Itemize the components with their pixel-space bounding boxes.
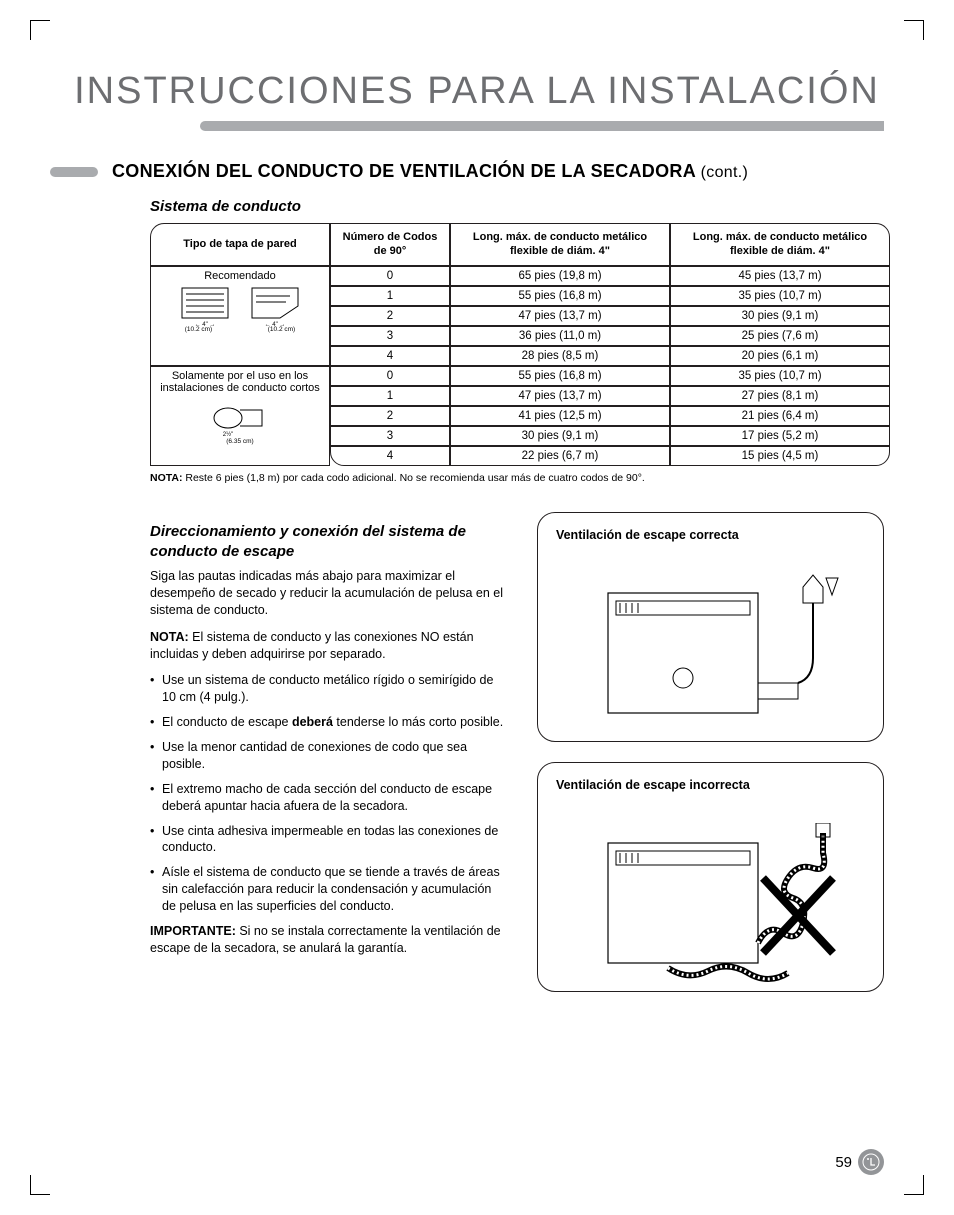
page-number: 59: [835, 1154, 852, 1171]
table-cell: 0: [330, 366, 450, 386]
table-cell: 55 pies (16,8 m): [450, 286, 670, 306]
table-cell: 35 pies (10,7 m): [670, 286, 890, 306]
title-bar: [200, 121, 884, 131]
table-cell: 36 pies (11,0 m): [450, 326, 670, 346]
vent-incorrect-box: Ventilación de escape incorrecta: [537, 762, 884, 992]
table-cell: 3: [330, 326, 450, 346]
table-cell: 15 pies (4,5 m): [670, 446, 890, 466]
routing-subheading: Direccionamiento y conexión del sistema …: [150, 522, 507, 563]
hood-short-cm: (6.35 cm): [157, 438, 323, 445]
hood-icon-louvered: ← 4" →: [180, 286, 230, 328]
table-cell: 0: [330, 266, 450, 286]
bullet-item: Use la menor cantidad de conexiones de c…: [150, 739, 507, 773]
table-cell: 2: [330, 306, 450, 326]
routing-column: Direccionamiento y conexión del sistema …: [150, 512, 507, 992]
routing-note: NOTA: El sistema de conducto y las conex…: [150, 629, 507, 663]
hood-icon-angled: ← 4" →: [250, 286, 300, 328]
hood-recommended: Recomendado ← 4" → ← 4" →: [150, 266, 330, 366]
section-heading-text: CONEXIÓN DEL CONDUCTO DE VENTILACIÓN DE …: [112, 161, 695, 181]
lg-logo-icon: [858, 1149, 884, 1175]
th-elbows: Número de Codos de 90°: [330, 223, 450, 266]
table-cell: 22 pies (6,7 m): [450, 446, 670, 466]
bullet-item: Aísle el sistema de conducto que se tien…: [150, 864, 507, 915]
table-cell: 20 pies (6,1 m): [670, 346, 890, 366]
svg-text:2½": 2½": [223, 431, 233, 438]
section-heading: CONEXIÓN DEL CONDUCTO DE VENTILACIÓN DE …: [112, 161, 748, 182]
table-cell: 25 pies (7,6 m): [670, 326, 890, 346]
table-cell: 65 pies (19,8 m): [450, 266, 670, 286]
duct-table: Tipo de tapa de pared Número de Codos de…: [150, 223, 890, 466]
bullet-item: El extremo macho de cada sección del con…: [150, 781, 507, 815]
table-cell: 28 pies (8,5 m): [450, 346, 670, 366]
main-title: INSTRUCCIONES PARA LA INSTALACIÓN: [70, 70, 884, 113]
section-heading-row: CONEXIÓN DEL CONDUCTO DE VENTILACIÓN DE …: [70, 161, 884, 182]
table-cell: 47 pies (13,7 m): [450, 306, 670, 326]
routing-bullets: Use un sistema de conducto metálico rígi…: [150, 672, 507, 915]
vent-correct-title: Ventilación de escape correcta: [556, 527, 865, 543]
bullet-item: Use un sistema de conducto metálico rígi…: [150, 672, 507, 706]
duct-subheading: Sistema de conducto: [150, 198, 884, 215]
dryer-incorrect-icon: [598, 823, 858, 993]
table-cell: 21 pies (6,4 m): [670, 406, 890, 426]
table-cell: 17 pies (5,2 m): [670, 426, 890, 446]
hood-short-label: Solamente por el uso en los instalacione…: [157, 370, 323, 394]
table-cell: 4: [330, 446, 450, 466]
page-number-wrap: 59: [835, 1149, 884, 1175]
routing-note-bold: NOTA:: [150, 630, 189, 644]
hood-dim-cm2: (10.2 cm): [268, 326, 295, 333]
table-cell: 41 pies (12,5 m): [450, 406, 670, 426]
section-cont: (cont.): [701, 164, 748, 181]
vent-incorrect-title: Ventilación de escape incorrecta: [556, 777, 865, 793]
hood-icon-short: 2½": [210, 398, 270, 438]
table-note: NOTA: Reste 6 pies (1,8 m) por cada codo…: [150, 472, 884, 484]
table-cell: 45 pies (13,7 m): [670, 266, 890, 286]
hood-short: Solamente por el uso en los instalacione…: [150, 366, 330, 466]
table-cell: 35 pies (10,7 m): [670, 366, 890, 386]
dryer-correct-icon: [598, 573, 848, 733]
th-hood: Tipo de tapa de pared: [150, 223, 330, 266]
table-cell: 27 pies (8,1 m): [670, 386, 890, 406]
table-cell: 1: [330, 286, 450, 306]
table-note-text: Reste 6 pies (1,8 m) por cada codo adici…: [182, 472, 644, 484]
table-cell: 1: [330, 386, 450, 406]
table-cell: 47 pies (13,7 m): [450, 386, 670, 406]
routing-intro: Siga las pautas indicadas más abajo para…: [150, 568, 507, 619]
heading-pill: [50, 167, 98, 177]
table-cell: 55 pies (16,8 m): [450, 366, 670, 386]
bullet-item: El conducto de escape deberá tenderse lo…: [150, 714, 507, 731]
routing-important-bold: IMPORTANTE:: [150, 924, 236, 938]
table-note-bold: NOTA:: [150, 472, 182, 484]
table-cell: 2: [330, 406, 450, 426]
th-rigid: Long. máx. de conducto metálico flexible…: [450, 223, 670, 266]
th-flex: Long. máx. de conducto metálico flexible…: [670, 223, 890, 266]
vent-correct-box: Ventilación de escape correcta: [537, 512, 884, 742]
hood-rec-label: Recomendado: [157, 270, 323, 282]
table-cell: 4: [330, 346, 450, 366]
hood-dim-cm1: (10.2 cm): [185, 326, 212, 333]
routing-important: IMPORTANTE: Si no se instala correctamen…: [150, 923, 507, 957]
table-cell: 3: [330, 426, 450, 446]
bullet-item: Use cinta adhesiva impermeable en todas …: [150, 823, 507, 857]
table-cell: 30 pies (9,1 m): [450, 426, 670, 446]
routing-note-text: El sistema de conducto y las conexiones …: [150, 630, 474, 661]
table-cell: 30 pies (9,1 m): [670, 306, 890, 326]
